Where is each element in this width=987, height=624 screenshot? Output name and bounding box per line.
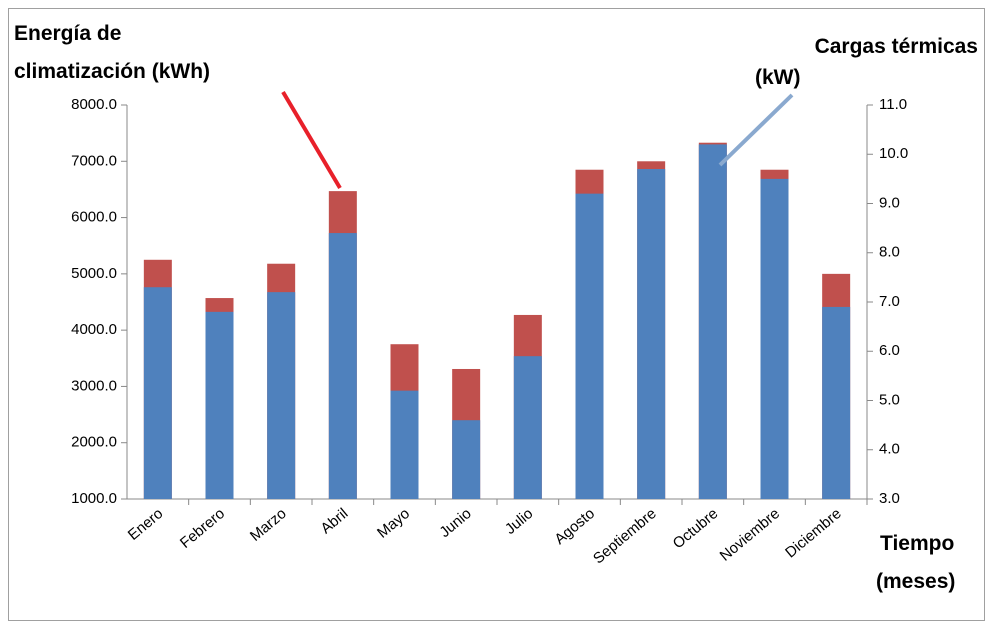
y2-tick-label: 7.0 — [879, 293, 900, 310]
bar — [822, 306, 851, 499]
y2-tick-label: 3.0 — [879, 490, 900, 507]
y-tick-label: 2000.0 — [71, 434, 117, 451]
y2-tick-label: 4.0 — [879, 441, 900, 458]
x-axis-title: Tiempo — [880, 532, 954, 555]
y-tick-label: 4000.0 — [71, 321, 117, 338]
y-tick-label: 6000.0 — [71, 209, 117, 226]
bar — [267, 292, 296, 499]
y2-tick-label: 5.0 — [879, 391, 900, 408]
bar — [328, 233, 357, 500]
bar — [390, 390, 419, 499]
y-tick-label: 3000.0 — [71, 377, 117, 394]
y2-axis-title: Cargas térmicas — [815, 35, 978, 58]
y2-axis-title: (kW) — [755, 66, 801, 89]
y-tick-label: 1000.0 — [71, 490, 117, 507]
y2-tick-label: 11.0 — [879, 96, 907, 113]
y2-tick-label: 8.0 — [879, 244, 900, 261]
y2-tick-label: 9.0 — [879, 194, 900, 211]
x-axis-title: (meses) — [876, 570, 955, 593]
y-tick-label: 8000.0 — [71, 96, 117, 113]
bar — [513, 356, 542, 499]
annotation-arrow — [281, 90, 342, 190]
bar — [760, 178, 789, 499]
y-axis-title: climatización (kWh) — [14, 60, 210, 83]
y2-tick-label: 6.0 — [879, 342, 900, 359]
bar — [205, 311, 234, 499]
y-tick-label: 7000.0 — [71, 152, 117, 169]
annotation-arrow — [718, 93, 794, 167]
y-axis-title: Energía de — [14, 22, 121, 45]
bar — [143, 287, 172, 499]
bar — [698, 144, 727, 499]
y2-tick-label: 10.0 — [879, 145, 908, 162]
y-tick-label: 5000.0 — [71, 265, 117, 282]
bar — [452, 420, 481, 499]
bar — [637, 169, 666, 499]
bar — [575, 193, 604, 499]
